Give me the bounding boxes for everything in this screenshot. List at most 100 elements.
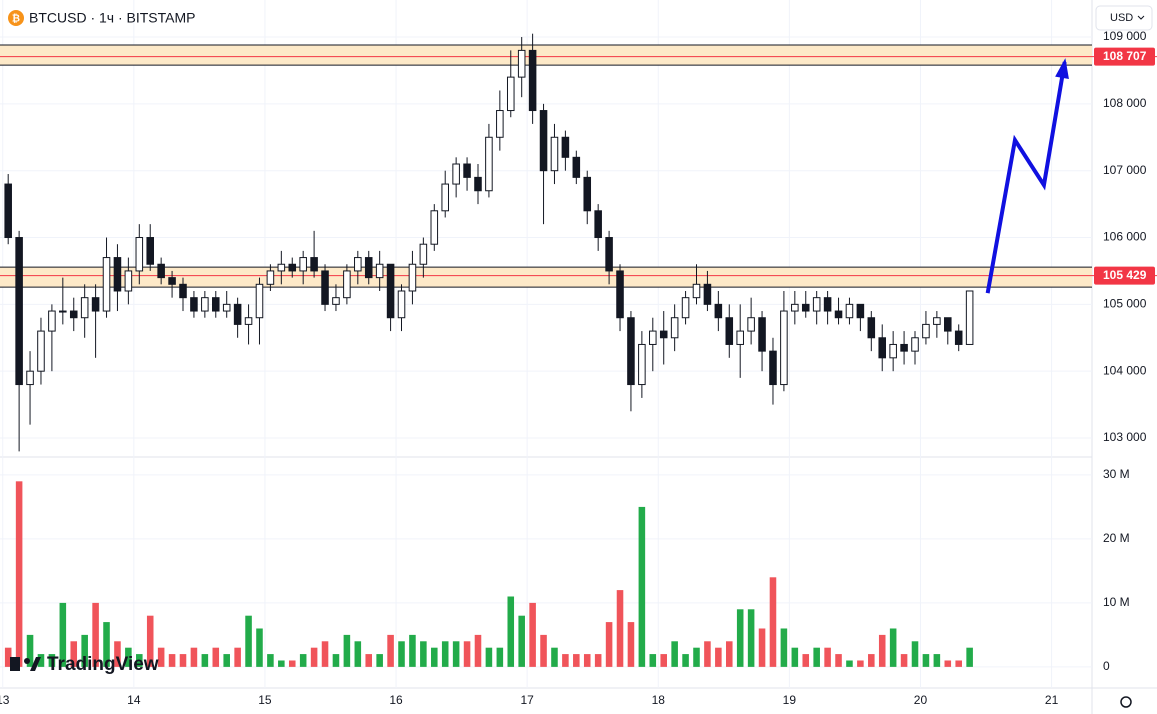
volume-bar: [562, 654, 569, 667]
volume-bar: [605, 622, 613, 667]
volume-bar: [769, 577, 777, 667]
candle-body: [364, 257, 373, 279]
volume-bar: [878, 634, 886, 667]
volume-tick-label: 0: [1103, 659, 1110, 673]
volume-bar: [190, 647, 198, 667]
candle-body: [419, 243, 428, 265]
volume-bar: [431, 647, 438, 667]
volume-bar: [474, 634, 482, 667]
candle-body: [801, 303, 810, 312]
volume-bar: [813, 647, 820, 667]
x-tick-label: 20: [914, 693, 928, 707]
price-level-label: 105 429: [1103, 268, 1147, 282]
volume-bar: [321, 641, 329, 667]
volume-bar: [900, 654, 908, 667]
volume-bar: [179, 654, 187, 667]
volume-bar: [136, 654, 143, 667]
candle-body: [113, 257, 122, 292]
candle-body: [26, 370, 34, 386]
volume-bar: [857, 660, 864, 667]
candle-body: [791, 303, 799, 312]
y-tick-label: 104 000: [1103, 363, 1147, 377]
candle-body: [441, 183, 449, 212]
candle-body: [212, 297, 220, 312]
settings-icon[interactable]: [1120, 696, 1132, 708]
logo-mark: [30, 657, 41, 671]
volume-bar: [824, 647, 831, 667]
candle-body: [430, 210, 439, 245]
candle-body: [124, 270, 133, 292]
volume-bar: [780, 628, 788, 667]
volume-bar: [835, 654, 842, 667]
volume-bar: [310, 647, 318, 667]
price-level-tag: [1094, 47, 1155, 66]
volume-bar: [736, 609, 744, 667]
volume-bar: [693, 647, 700, 667]
volume-bar: [376, 654, 383, 667]
volume-tick-label: 30 M: [1103, 467, 1130, 481]
candle-body: [397, 290, 406, 319]
y-tick-label: 105 000: [1103, 297, 1147, 311]
candle-body: [91, 297, 100, 312]
coin-icon: [8, 10, 24, 26]
x-tick-label: 16: [389, 693, 403, 707]
volume-bar: [103, 622, 110, 667]
candle-body: [80, 297, 89, 319]
volume-bar: [507, 596, 515, 667]
candle-body: [255, 283, 264, 319]
dropdown-arrow: [1137, 15, 1145, 20]
volume-bar: [212, 647, 220, 667]
volume-bar: [594, 654, 602, 667]
candle-body: [638, 343, 646, 386]
volume-bar: [4, 647, 12, 667]
x-tick-label: 13: [0, 693, 10, 707]
volume-bar: [256, 628, 263, 667]
logo: TradingView: [10, 654, 159, 675]
volume-bar: [409, 634, 416, 667]
candle-body: [725, 317, 734, 345]
candle-body: [244, 317, 253, 325]
volume-bar: [933, 654, 941, 667]
candle-body: [561, 136, 570, 158]
candle-body: [823, 297, 832, 312]
candle-body: [714, 303, 723, 319]
volume-bar: [332, 654, 340, 667]
candle-body: [222, 303, 231, 312]
candle-body: [627, 317, 635, 386]
volume-bar: [911, 641, 919, 667]
volume-bar: [955, 660, 962, 667]
candle-body: [856, 303, 865, 319]
volume-bar: [441, 641, 449, 667]
volume-bar: [540, 634, 547, 667]
volume-bar: [889, 628, 897, 667]
volume-bar: [682, 654, 689, 667]
volume-bar: [420, 641, 427, 667]
candle-body: [190, 297, 198, 312]
y-tick-label: 103 000: [1103, 430, 1147, 444]
candle-body: [769, 350, 777, 386]
currency-label[interactable]: USD: [1110, 12, 1133, 24]
volume-bar: [944, 660, 952, 667]
candle-body: [277, 263, 286, 272]
candle-body: [15, 237, 23, 386]
volume-bar: [485, 647, 493, 667]
volume-tick-label: 10 M: [1103, 595, 1130, 609]
x-tick-label: 19: [783, 693, 797, 707]
currency-button[interactable]: [1095, 5, 1153, 31]
volume-bar: [26, 634, 34, 667]
x-tick-label: 17: [520, 693, 534, 707]
candle-body: [878, 337, 887, 359]
candle-body: [550, 136, 559, 172]
volume-bar: [114, 641, 121, 667]
candle-body: [517, 49, 526, 78]
candle-body: [4, 183, 12, 239]
volume-bar: [649, 654, 657, 667]
candle-body: [594, 210, 602, 239]
volume-bar: [354, 641, 362, 667]
y-tick-label: 106 000: [1103, 230, 1147, 244]
volume-bar: [966, 647, 973, 667]
volume-bar: [725, 641, 733, 667]
volume-bar: [802, 654, 810, 667]
volume-bar: [496, 647, 504, 667]
